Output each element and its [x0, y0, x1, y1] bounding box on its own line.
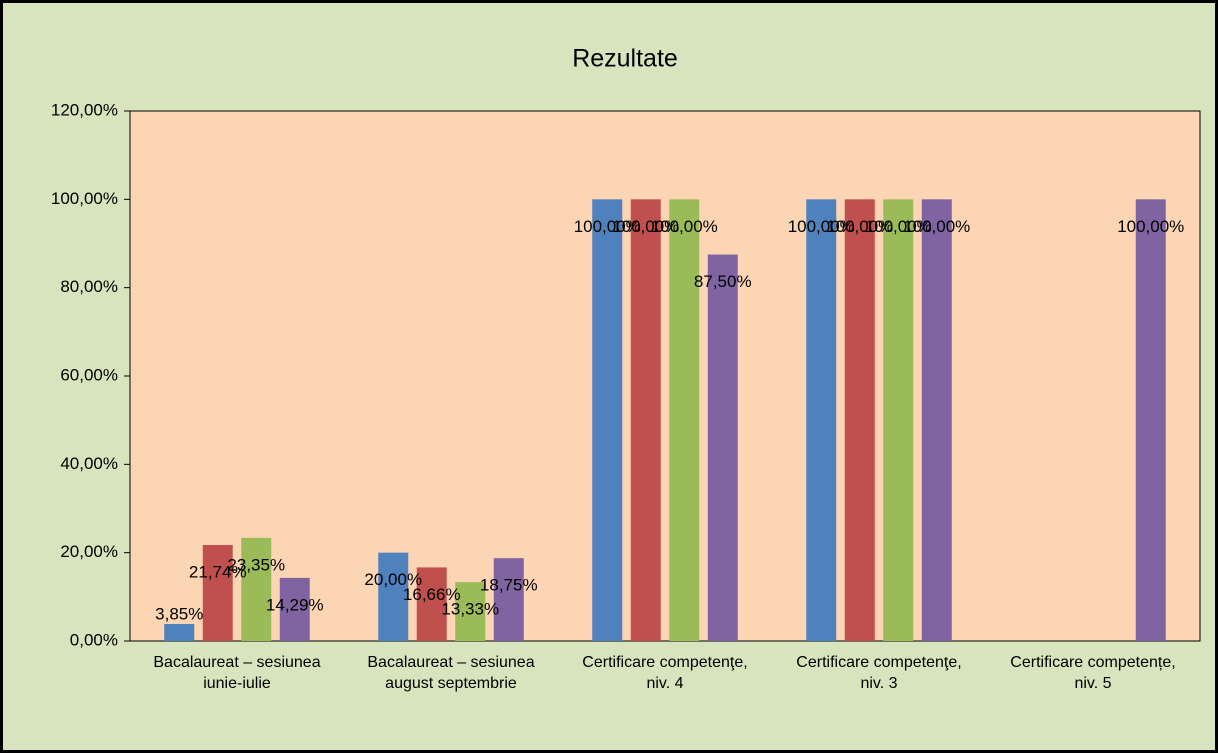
x-tick-label: Certificare competențe, niv. 5 [1010, 654, 1176, 692]
bar [378, 552, 409, 641]
data-label: 100,00% [612, 217, 679, 236]
y-tick-label: 60,00% [60, 365, 118, 384]
data-label: 100,00% [788, 217, 855, 236]
y-tick-label: 40,00% [60, 454, 118, 473]
x-tick-label: Bacalaureat – sesiunea iunie-iulie [153, 654, 321, 692]
plot-area [129, 110, 1201, 642]
bar [164, 623, 195, 641]
data-label: 87,50% [694, 272, 752, 291]
bar [630, 199, 661, 642]
x-tick-label: Bacalaureat – sesiunea august septembrie [367, 654, 535, 692]
y-tick-label: 80,00% [60, 277, 118, 296]
data-label: 16,66% [403, 585, 461, 604]
bar [455, 582, 486, 641]
x-tick-label: Certificare competenţe, niv. 4 [582, 654, 748, 692]
x-tick-label: Certificare competenţe, niv. 3 [796, 654, 962, 692]
data-label: 100,00% [865, 217, 932, 236]
data-label: 100,00% [651, 217, 718, 236]
bar [707, 254, 738, 641]
bar [241, 537, 272, 641]
bar [669, 199, 700, 642]
y-tick-label: 100,00% [51, 189, 118, 208]
data-label: 3,85% [155, 604, 203, 623]
bar [493, 558, 524, 641]
data-label: 100,00% [574, 217, 641, 236]
data-label: 100,00% [903, 217, 970, 236]
bar [844, 199, 875, 642]
data-label: 18,75% [480, 576, 538, 595]
bar [279, 577, 310, 641]
data-label: 23,35% [227, 555, 285, 574]
data-label: 14,29% [266, 595, 324, 614]
bar [592, 199, 623, 642]
bar [883, 199, 914, 642]
data-label: 20,00% [364, 570, 422, 589]
data-label: 13,33% [441, 600, 499, 619]
y-tick-label: 0,00% [70, 630, 118, 649]
bar [921, 199, 952, 642]
bar [416, 567, 447, 641]
data-label: 100,00% [826, 217, 893, 236]
data-label: 21,74% [189, 562, 247, 581]
chart-title: Rezultate [572, 45, 678, 73]
bar [202, 544, 233, 641]
y-tick-label: 20,00% [60, 542, 118, 561]
data-label: 100,00% [1117, 217, 1184, 236]
bar [1135, 199, 1166, 642]
y-tick-label: 120,00% [51, 100, 118, 119]
bar [806, 199, 837, 642]
